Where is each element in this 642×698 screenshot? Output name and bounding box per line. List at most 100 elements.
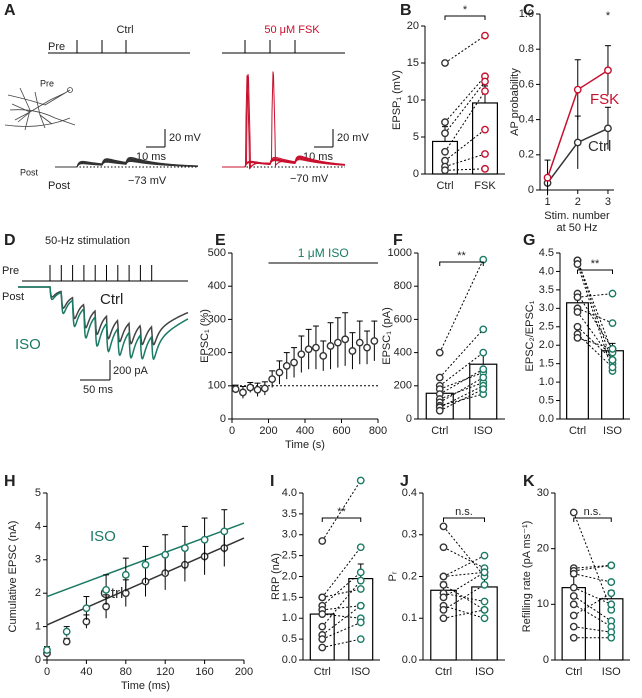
x-axis-label: Time (s) xyxy=(285,439,325,451)
y-tick-label: 3 xyxy=(35,554,41,566)
significance-label: ** xyxy=(591,258,600,270)
panel-letter: C xyxy=(523,2,535,19)
data-point xyxy=(439,593,448,602)
pair-line xyxy=(321,580,362,627)
pair-line xyxy=(577,260,613,353)
data-point xyxy=(480,597,489,606)
significance-bracket xyxy=(443,517,485,522)
x-tick-label: FSK xyxy=(474,180,496,192)
data-point xyxy=(569,592,578,600)
pair-line xyxy=(439,368,484,395)
scale-bar xyxy=(80,360,111,381)
y-tick-label: 0 xyxy=(406,413,412,425)
x-tick-label: 800 xyxy=(369,425,387,437)
x-tick-label: ISO xyxy=(602,666,621,678)
series-label: FSK xyxy=(590,91,619,108)
y-tick-label: 15 xyxy=(407,57,419,69)
post-label: Post xyxy=(2,291,24,303)
data-point xyxy=(441,166,449,175)
pair-line xyxy=(443,605,485,619)
data-point xyxy=(608,356,617,364)
data-point xyxy=(370,337,379,345)
neuron-label: Post xyxy=(20,167,39,177)
y-tick-label: 0.5 xyxy=(282,633,297,645)
y-tick-label: 0.2 xyxy=(402,570,417,582)
y-tick-label: 500 xyxy=(208,247,226,259)
data-point xyxy=(481,87,489,96)
pair-line xyxy=(573,595,612,622)
data-point xyxy=(200,535,209,544)
y-tick-label: 0 xyxy=(35,654,41,666)
data-point xyxy=(481,77,489,86)
pair-line xyxy=(322,605,361,611)
y-axis-label: Refilling rate (pA ms⁻¹) xyxy=(521,521,533,633)
pair-line xyxy=(439,329,484,378)
significance-label: ** xyxy=(337,506,346,518)
y-tick-label: 0 xyxy=(543,654,549,666)
series-label: Ctrl xyxy=(588,138,611,155)
data-point xyxy=(607,589,616,598)
x-tick-label: 40 xyxy=(80,666,92,678)
y-tick-label: 2.5 xyxy=(282,550,297,562)
y-tick-label: 1.0 xyxy=(282,612,297,624)
data-point xyxy=(341,335,350,344)
data-point xyxy=(275,368,284,377)
data-point xyxy=(607,600,616,609)
pair-line xyxy=(439,388,484,412)
pair-line xyxy=(439,259,484,353)
data-point xyxy=(569,622,578,631)
scale-bar xyxy=(146,129,334,148)
y-tick-label: 200 xyxy=(208,347,226,359)
data-point xyxy=(607,561,616,570)
y-tick-label: 5 xyxy=(35,487,41,499)
data-point xyxy=(220,527,229,536)
y-tick-label: 20 xyxy=(537,543,549,555)
vm-label: −73 mV xyxy=(128,175,167,187)
data-point xyxy=(82,604,91,613)
pair-line xyxy=(577,263,613,372)
panel-letter: H xyxy=(4,473,16,490)
pair-line xyxy=(444,129,486,162)
data-point xyxy=(569,583,578,592)
data-point xyxy=(439,572,448,581)
pair-line xyxy=(444,168,486,171)
pair-line xyxy=(443,555,485,577)
pair-line xyxy=(577,293,613,298)
y-tick-label: 100 xyxy=(208,380,226,392)
y-tick-label: 0.1 xyxy=(402,612,417,624)
y-tick-label: 4.0 xyxy=(539,265,554,277)
data-point xyxy=(569,508,578,517)
data-point xyxy=(479,385,488,394)
x-tick-label: ISO xyxy=(475,666,494,678)
data-point xyxy=(318,635,327,644)
data-point xyxy=(318,593,327,602)
panel-letter: E xyxy=(215,232,226,249)
pair-line xyxy=(439,352,484,387)
data-point xyxy=(319,352,328,360)
data-point xyxy=(479,348,488,357)
series-label: ISO xyxy=(90,528,116,545)
pair-line xyxy=(322,621,361,640)
y-tick-label: 3.0 xyxy=(539,302,554,314)
y-tick-label: 10 xyxy=(407,94,419,106)
data-point xyxy=(573,293,582,302)
stim-line xyxy=(48,40,345,54)
pair-line xyxy=(439,393,484,407)
data-point xyxy=(312,343,320,352)
significance-bracket xyxy=(439,261,484,266)
y-tick-label: 0.3 xyxy=(402,529,417,541)
y-tick-label: 0.4 xyxy=(402,487,417,499)
x-tick-label: Ctrl xyxy=(314,666,331,678)
pair-line xyxy=(443,526,485,577)
trace-label: ISO xyxy=(15,336,41,353)
data-point xyxy=(604,66,612,75)
pair-line xyxy=(439,385,484,408)
data-point xyxy=(268,375,277,384)
data-point xyxy=(480,568,489,577)
x-tick-label: ISO xyxy=(474,425,493,437)
x-tick-label: Ctrl xyxy=(435,666,452,678)
pair-line xyxy=(443,571,485,598)
data-point xyxy=(441,118,449,127)
scale-label: 20 mV xyxy=(337,132,369,144)
x-tick-label: 80 xyxy=(120,666,132,678)
